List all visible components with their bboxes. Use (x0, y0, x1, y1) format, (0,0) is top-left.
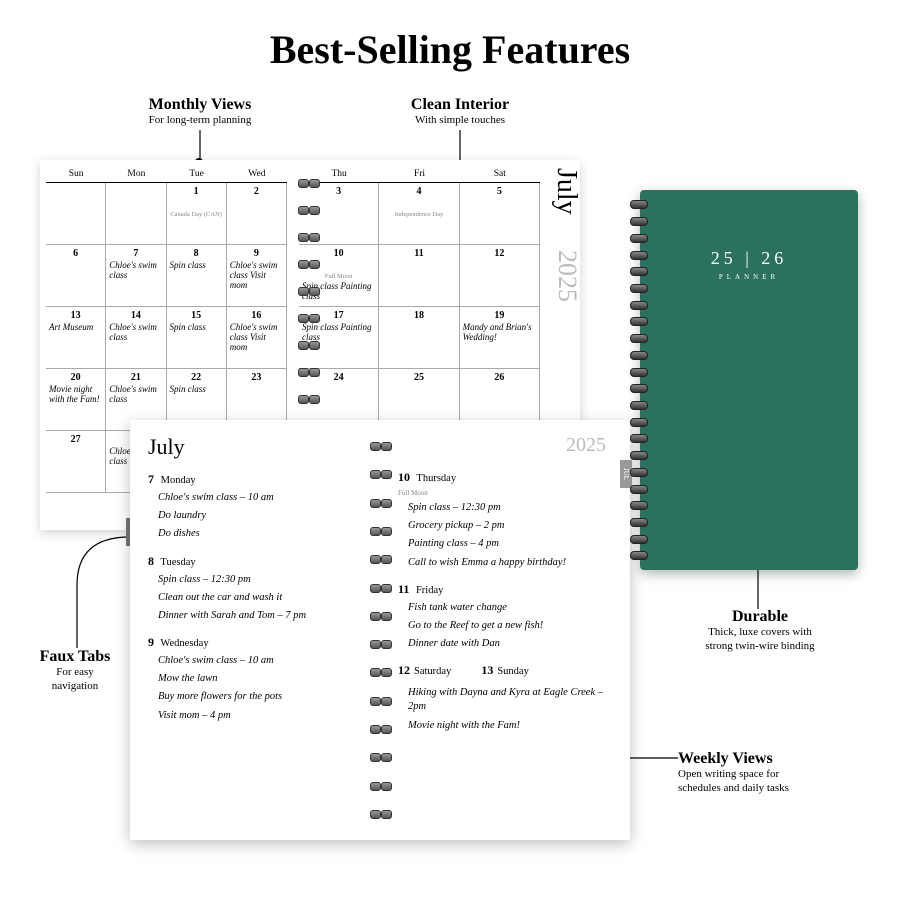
cover-years: 25 | 26 (711, 248, 788, 269)
cover-face: 25 | 26 PLANNER (640, 190, 858, 570)
callout-weekly: Weekly Views Open writing space for sche… (678, 750, 868, 796)
day-header: Mon (106, 166, 166, 182)
calendar-cell: 4Independence Day (379, 183, 459, 245)
weekly-right-page: 2025 10 ThursdayFull MoonSpin class – 12… (380, 420, 630, 840)
main-title: Best-Selling Features (0, 0, 900, 73)
calendar-cell: 5 (460, 183, 540, 245)
weekly-day: 7 MondayChloe's swim class – 10 amDo lau… (148, 472, 366, 542)
callout-clean-title: Clean Interior (380, 96, 540, 114)
weekly-year: 2025 (566, 434, 606, 457)
weekly-weekend: 12Saturday 13Sunday Hiking with Dayna an… (398, 663, 616, 733)
day-header: Fri (379, 166, 459, 182)
callout-line (75, 535, 135, 650)
spiral-binding (370, 432, 394, 828)
planner-cover: 25 | 26 PLANNER (640, 190, 858, 570)
callout-faux: Faux Tabs For easy navigation (30, 648, 120, 694)
calendar-cell: 20Movie night with the Fam! (46, 369, 106, 431)
callout-line (756, 565, 760, 609)
callout-faux-sub: For easy navigation (30, 666, 120, 694)
weekly-day: 10 ThursdayFull MoonSpin class – 12:30 p… (398, 470, 616, 570)
weekly-sat-entries: Hiking with Dayna and Kyra at Eagle Cree… (398, 686, 616, 733)
callout-monthly-title: Monthly Views (120, 96, 280, 114)
weekly-left-page: July 7 MondayChloe's swim class – 10 amD… (130, 420, 380, 840)
callout-durable-title: Durable (660, 608, 860, 626)
calendar-cell: 6 (46, 245, 106, 307)
callout-line (198, 130, 202, 160)
monthly-right-headers: ThuFriSat (299, 166, 540, 183)
weekly-month: July (148, 434, 366, 460)
weekly-day: 9 WednesdayChloe's swim class – 10 amMow… (148, 635, 366, 723)
weekly-left-days: 7 MondayChloe's swim class – 10 amDo lau… (148, 472, 366, 723)
calendar-cell: 2 (227, 183, 287, 245)
day-header: Sat (460, 166, 540, 182)
calendar-cell: 18 (379, 307, 459, 369)
callout-durable: Durable Thick, luxe covers with strong t… (660, 608, 860, 654)
day-header: Sun (46, 166, 106, 182)
weekly-day: 11 FridayFish tank water changeGo to the… (398, 582, 616, 652)
day-header: Tue (167, 166, 227, 182)
callout-monthly-sub: For long-term planning (120, 114, 280, 128)
calendar-cell: 12 (460, 245, 540, 307)
calendar-cell: 14Chloe's swim class (106, 307, 166, 369)
callout-clean: Clean Interior With simple touches (380, 96, 540, 128)
calendar-cell: 7Chloe's swim class (106, 245, 166, 307)
callout-clean-sub: With simple touches (380, 114, 540, 128)
weekly-right-days: 10 ThursdayFull MoonSpin class – 12:30 p… (398, 470, 616, 651)
cover-spiral (630, 196, 648, 564)
calendar-cell: 13Art Museum (46, 307, 106, 369)
callout-weekly-title: Weekly Views (678, 750, 868, 768)
callout-weekly-sub: Open writing space for schedules and dai… (678, 768, 868, 796)
weekly-day: 8 TuesdaySpin class – 12:30 pmClean out … (148, 554, 366, 624)
calendar-cell: 16Chloe's swim class Visit mom (227, 307, 287, 369)
calendar-cell: 19Mandy and Brian's Wedding! (460, 307, 540, 369)
monthly-month-label: July (550, 168, 582, 215)
calendar-cell: 1Canada Day (CAN) (167, 183, 227, 245)
calendar-cell: 8Spin class (167, 245, 227, 307)
calendar-cell: 9Chloe's swim class Visit mom (227, 245, 287, 307)
callout-faux-title: Faux Tabs (30, 648, 120, 666)
monthly-left-headers: SunMonTueWed (46, 166, 287, 183)
cover-label: PLANNER (719, 273, 779, 281)
callout-durable-sub: Thick, luxe covers with strong twin-wire… (660, 626, 860, 654)
calendar-cell: 27 (46, 431, 106, 493)
day-header: Wed (227, 166, 287, 182)
callout-monthly: Monthly Views For long-term planning (120, 96, 280, 128)
monthly-year-label: 2025 (552, 250, 582, 302)
weekly-view: July 7 MondayChloe's swim class – 10 amD… (130, 420, 630, 840)
calendar-cell (46, 183, 106, 245)
calendar-cell (106, 183, 166, 245)
calendar-cell: 11 (379, 245, 459, 307)
calendar-cell: 15Spin class (167, 307, 227, 369)
